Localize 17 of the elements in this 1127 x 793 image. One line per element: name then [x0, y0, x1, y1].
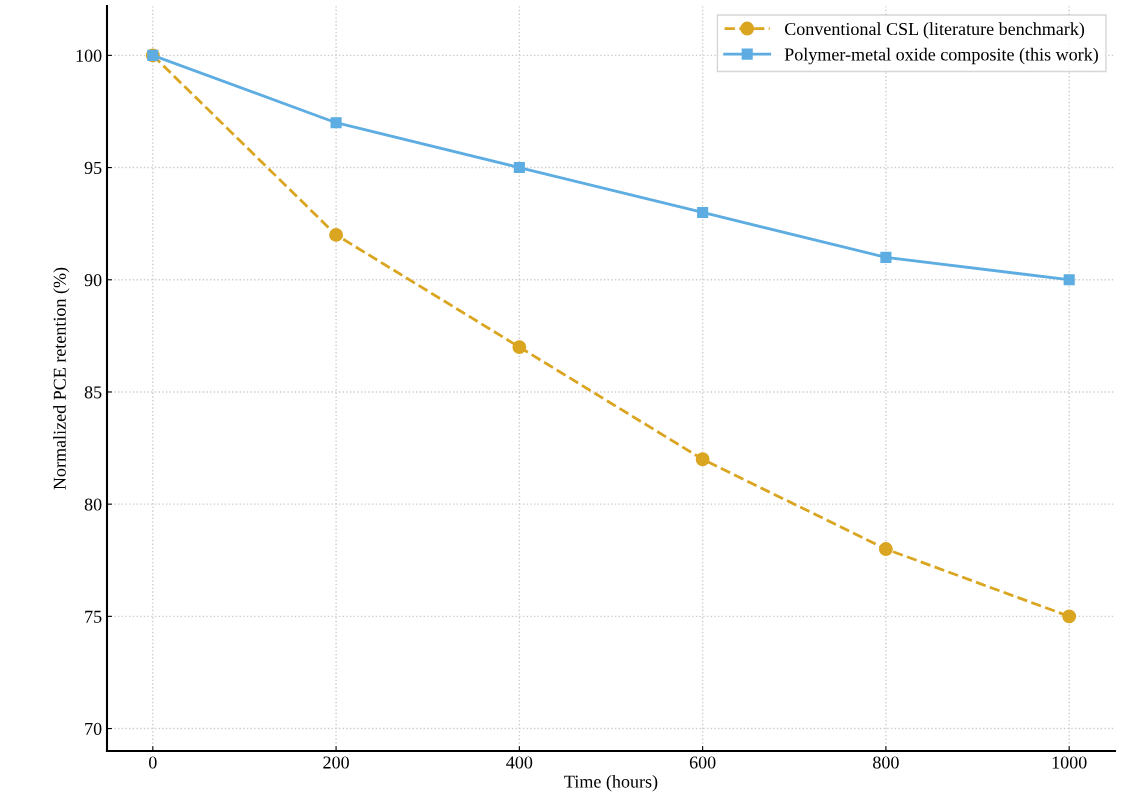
y-tick-label: 95: [84, 161, 102, 175]
y-tick-label: 85: [84, 386, 102, 399]
x-tick-label: 400: [506, 756, 533, 769]
legend-label: Polymer-metal oxide composite (this work): [784, 47, 1098, 65]
y-tick-label: 80: [84, 498, 102, 511]
x-tick-label: 200: [323, 756, 349, 769]
y-tick-label: 90: [84, 274, 102, 287]
x-tick-label: 800: [873, 756, 899, 769]
x-tick-label: 1000: [1052, 756, 1087, 769]
x-axis-title: Time (hours): [564, 775, 658, 792]
y-tick-label: 100: [76, 49, 102, 62]
x-tick-label: 600: [689, 756, 716, 769]
legend-label: Conventional CSL (literature benchmark): [784, 22, 1085, 39]
y-tick-label: 75: [85, 610, 102, 623]
y-axis-title: Normalized PCE retention (%): [53, 267, 70, 490]
x-tick-label: 0: [148, 756, 157, 769]
y-tick-label: 70: [85, 722, 102, 735]
